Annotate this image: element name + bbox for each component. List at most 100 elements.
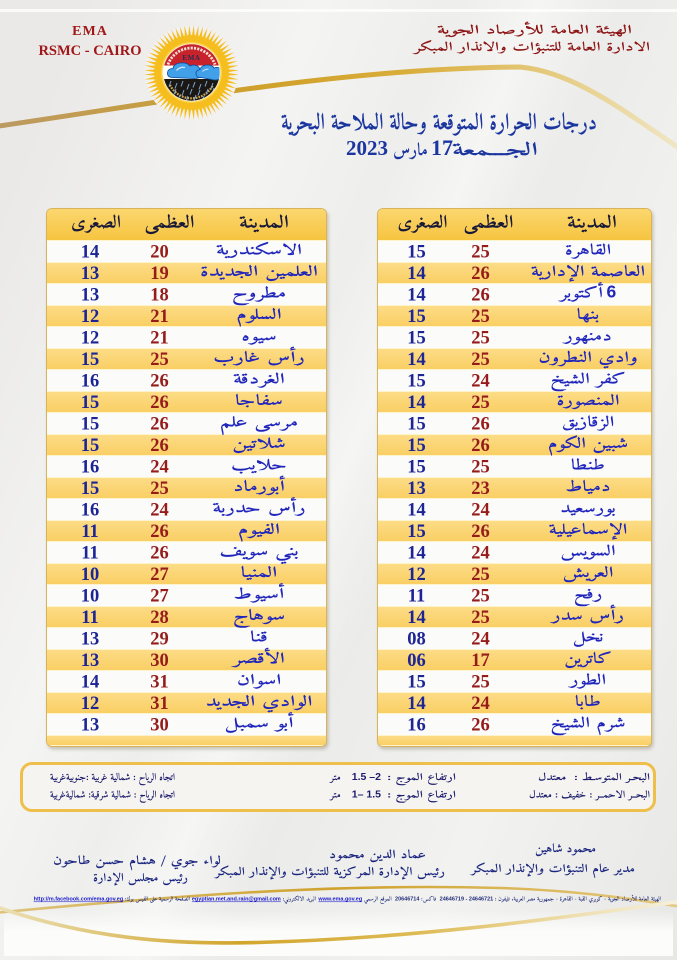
svg-text:15: 15 — [81, 479, 100, 499]
svg-text:10: 10 — [81, 586, 100, 606]
svg-text:15: 15 — [407, 672, 426, 692]
svg-text:14: 14 — [407, 543, 426, 563]
svg-text:13: 13 — [407, 479, 426, 499]
svg-text:12: 12 — [407, 565, 426, 585]
svg-text:26: 26 — [150, 393, 169, 413]
svg-text:15: 15 — [81, 393, 100, 413]
svg-text:15: 15 — [81, 414, 100, 434]
svg-text:26: 26 — [471, 522, 490, 542]
svg-text:15: 15 — [407, 436, 426, 456]
svg-text:23: 23 — [471, 479, 490, 499]
svg-text:24: 24 — [471, 371, 490, 391]
svg-text:27: 27 — [150, 586, 169, 606]
svg-text:10: 10 — [81, 565, 100, 585]
svg-text:15: 15 — [407, 414, 426, 434]
svg-text:13: 13 — [81, 264, 100, 284]
svg-text:28: 28 — [150, 608, 169, 628]
svg-text:13: 13 — [81, 651, 100, 671]
svg-text:26: 26 — [471, 436, 490, 456]
svg-text:30: 30 — [150, 715, 169, 735]
svg-text:25: 25 — [471, 457, 490, 477]
svg-text:14: 14 — [407, 608, 426, 628]
svg-text:14: 14 — [407, 285, 426, 305]
svg-text:RSMC - CAIRO: RSMC - CAIRO — [38, 43, 141, 59]
svg-text:26: 26 — [471, 715, 490, 735]
svg-text:12: 12 — [81, 307, 100, 327]
svg-text:24: 24 — [150, 500, 169, 520]
svg-text:www.ema.gov.eg: www.ema.gov.eg — [317, 897, 362, 903]
svg-text:25: 25 — [471, 608, 490, 628]
svg-text:http://m.facebook.com/ema.gov.: http://m.facebook.com/ema.gov.eg — [34, 897, 124, 903]
svg-text:14: 14 — [407, 393, 426, 413]
svg-text:EMA: EMA — [182, 54, 200, 62]
svg-text:11: 11 — [81, 608, 98, 628]
svg-text:17: 17 — [431, 135, 453, 160]
svg-text:egyptian.met.and.rain@gmail.co: egyptian.met.and.rain@gmail.com — [192, 897, 281, 903]
svg-text:31: 31 — [150, 672, 169, 692]
svg-text:11: 11 — [408, 586, 425, 606]
svg-text:06: 06 — [407, 651, 426, 671]
svg-text:15: 15 — [407, 328, 426, 348]
svg-text:15: 15 — [407, 457, 426, 477]
svg-text:1– 1.5: 1– 1.5 — [352, 789, 381, 801]
svg-text:24: 24 — [471, 543, 490, 563]
svg-text:20: 20 — [150, 242, 169, 262]
svg-text:25: 25 — [471, 328, 490, 348]
svg-text:26: 26 — [471, 285, 490, 305]
svg-text:25: 25 — [471, 307, 490, 327]
svg-text:14: 14 — [407, 500, 426, 520]
svg-text:26: 26 — [150, 414, 169, 434]
svg-text:18: 18 — [150, 285, 169, 305]
svg-text:16: 16 — [407, 715, 426, 735]
svg-text:24: 24 — [150, 457, 169, 477]
svg-text:16: 16 — [81, 371, 100, 391]
svg-text:27: 27 — [150, 565, 169, 585]
svg-text:15: 15 — [81, 436, 100, 456]
svg-text:25: 25 — [471, 565, 490, 585]
svg-text:15: 15 — [81, 350, 100, 370]
svg-text:20646714: 20646714 — [395, 897, 420, 903]
svg-text:15: 15 — [407, 307, 426, 327]
svg-text:13: 13 — [81, 715, 100, 735]
svg-text:24646719 - 24646721: 24646719 - 24646721 — [440, 897, 494, 903]
svg-text:24: 24 — [471, 500, 490, 520]
svg-text:24: 24 — [471, 694, 490, 714]
svg-text:14: 14 — [407, 264, 426, 284]
svg-text:26: 26 — [471, 264, 490, 284]
svg-text:26: 26 — [150, 436, 169, 456]
svg-text:25: 25 — [150, 350, 169, 370]
svg-text:29: 29 — [150, 629, 169, 649]
svg-text:25: 25 — [471, 672, 490, 692]
svg-text:16: 16 — [81, 457, 100, 477]
svg-text:15: 15 — [407, 371, 426, 391]
svg-text:21: 21 — [150, 307, 169, 327]
svg-text:19: 19 — [150, 264, 169, 284]
svg-text:14: 14 — [81, 672, 100, 692]
svg-text:14: 14 — [407, 694, 426, 714]
svg-text:13: 13 — [81, 285, 100, 305]
svg-text:1.5 –2: 1.5 –2 — [352, 771, 381, 783]
svg-text:2023: 2023 — [346, 136, 388, 160]
svg-text:14: 14 — [81, 242, 100, 262]
svg-text:EMA: EMA — [72, 24, 108, 39]
svg-text:17: 17 — [471, 651, 490, 671]
svg-text:24: 24 — [471, 629, 490, 649]
svg-text:26: 26 — [150, 371, 169, 391]
svg-text:25: 25 — [471, 586, 490, 606]
svg-text:25: 25 — [471, 242, 490, 262]
svg-text:25: 25 — [471, 393, 490, 413]
svg-text:25: 25 — [471, 350, 490, 370]
svg-text:11: 11 — [81, 543, 98, 563]
svg-text:11: 11 — [81, 522, 98, 542]
svg-text:26: 26 — [471, 414, 490, 434]
svg-text:31: 31 — [150, 694, 169, 714]
svg-text:21: 21 — [150, 328, 169, 348]
svg-text:30: 30 — [150, 651, 169, 671]
svg-text:13: 13 — [81, 629, 100, 649]
svg-text:15: 15 — [407, 242, 426, 262]
svg-text:12: 12 — [81, 694, 100, 714]
svg-text:26: 26 — [150, 522, 169, 542]
svg-text:15: 15 — [407, 522, 426, 542]
svg-text:08: 08 — [407, 629, 426, 649]
svg-text:12: 12 — [81, 328, 100, 348]
